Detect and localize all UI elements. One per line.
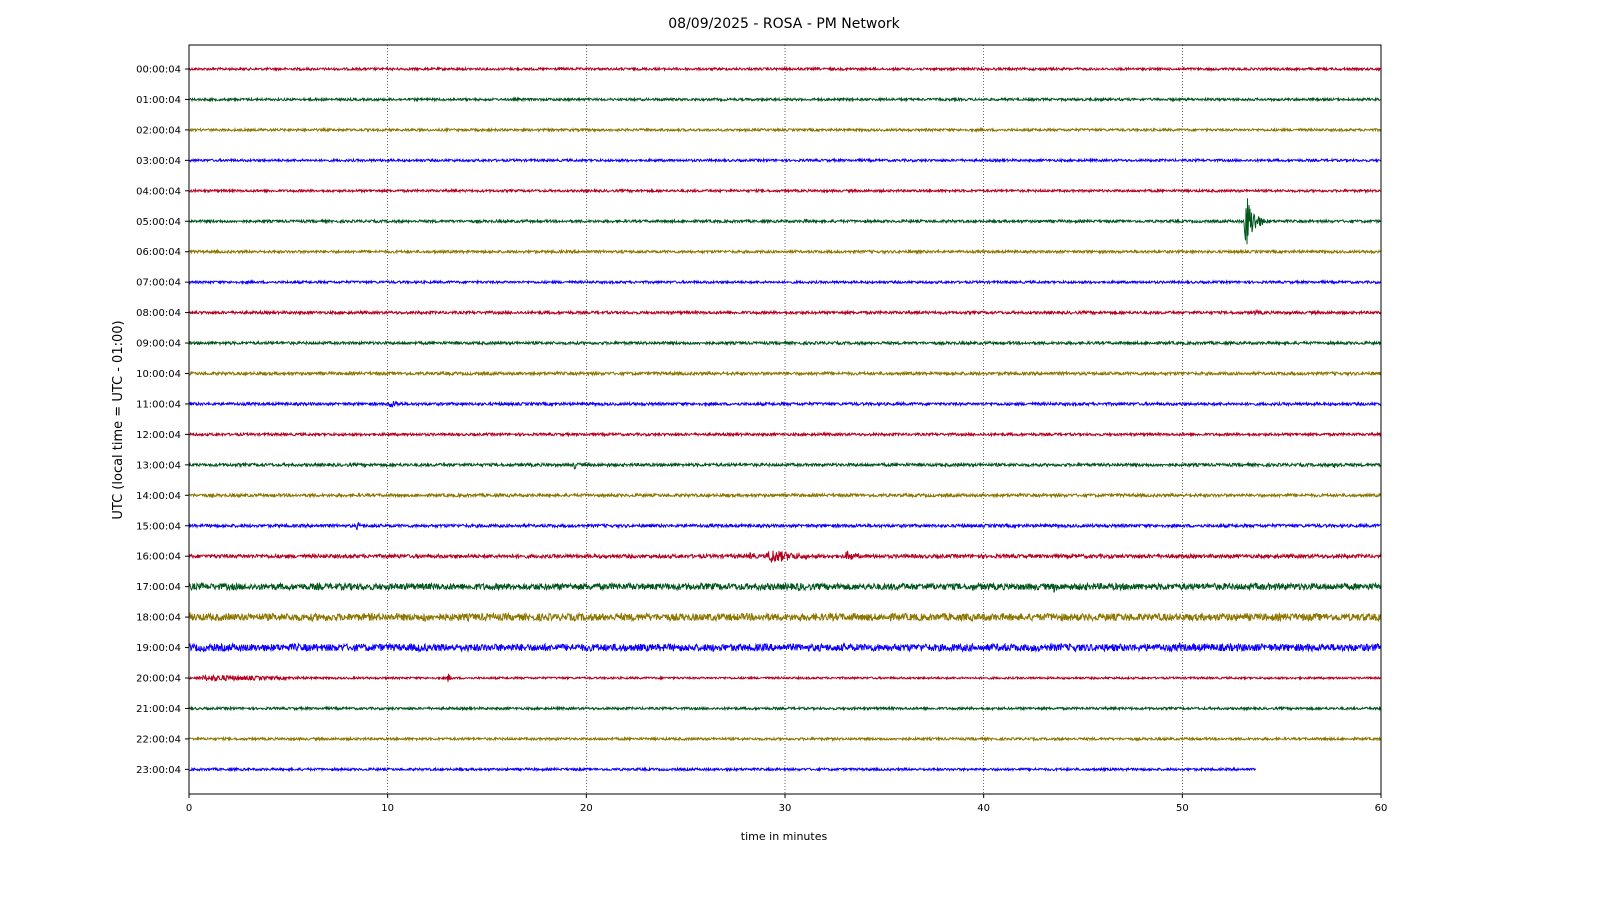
trace-05-00-04 [188,198,1382,245]
x-tick-label: 0 [186,803,192,814]
x-tick-label: 10 [381,803,394,814]
vertical-grid [387,45,1183,794]
y-tick-label: 22:00:04 [136,734,181,745]
trace-13-00-04 [188,461,1382,470]
y-tick-label: 06:00:04 [136,247,181,258]
trace-23-00-04 [188,766,1256,773]
x-tick-label: 50 [1176,803,1189,814]
trace-12-00-04 [188,431,1382,438]
trace-09-00-04 [188,339,1382,347]
trace-17-00-04 [188,581,1382,593]
chart-title: 08/09/2025 - ROSA - PM Network [668,16,900,32]
trace-10-00-04 [188,370,1382,377]
x-tick-label: 30 [779,803,792,814]
y-tick-label: 21:00:04 [136,704,181,715]
x-tick-label: 60 [1375,803,1388,814]
y-tick-label: 02:00:04 [136,125,181,136]
trace-00-00-04 [188,65,1382,73]
x-axis-label: time in minutes [741,830,828,843]
y-axis-label: UTC (local time = UTC - 01:00) [111,320,126,519]
y-tick-label: 17:00:04 [136,582,181,593]
y-tick-label: 05:00:04 [136,217,181,228]
trace-02-00-04 [188,126,1382,133]
trace-07-00-04 [188,279,1382,286]
y-tick-label: 13:00:04 [136,460,181,471]
x-axis: 0 10 20 30 40 50 60 [186,794,1388,814]
y-tick-label: 08:00:04 [136,308,181,319]
trace-03-00-04 [188,157,1382,164]
y-tick-label: 04:00:04 [136,186,181,197]
trace-22-00-04 [188,735,1382,743]
y-tick-label: 03:00:04 [136,156,181,167]
y-tick-label: 15:00:04 [136,521,181,532]
trace-11-00-04 [188,400,1382,408]
y-tick-label: 18:00:04 [136,613,181,624]
y-tick-label: 10:00:04 [136,369,181,380]
y-tick-label: 00:00:04 [136,65,181,76]
trace-18-00-04 [188,611,1382,623]
y-tick-label: 01:00:04 [136,95,181,106]
trace-04-00-04 [188,187,1382,194]
trace-06-00-04 [188,248,1382,255]
y-axis: 00:00:04 01:00:04 02:00:04 03:00:04 04:00:04… [136,65,189,776]
trace-14-00-04 [188,491,1382,499]
x-tick-label: 40 [977,803,990,814]
trace-20-00-04 [188,673,1382,683]
trace-08-00-04 [188,308,1382,317]
trace-21-00-04 [188,705,1382,712]
x-tick-label: 20 [580,803,593,814]
y-tick-label: 09:00:04 [136,339,181,350]
trace-01-00-04 [188,96,1382,103]
y-tick-label: 07:00:04 [136,278,181,289]
trace-16-00-04 [188,550,1382,563]
y-tick-label: 23:00:04 [136,765,181,776]
y-tick-label: 19:00:04 [136,643,181,654]
trace-19-00-04 [188,642,1382,653]
trace-layer [188,65,1382,773]
y-tick-label: 11:00:04 [136,399,181,410]
y-tick-label: 14:00:04 [136,491,181,502]
y-tick-label: 20:00:04 [136,674,181,685]
trace-15-00-04 [188,521,1382,531]
y-tick-label: 12:00:04 [136,430,181,441]
y-tick-label: 16:00:04 [136,552,181,563]
